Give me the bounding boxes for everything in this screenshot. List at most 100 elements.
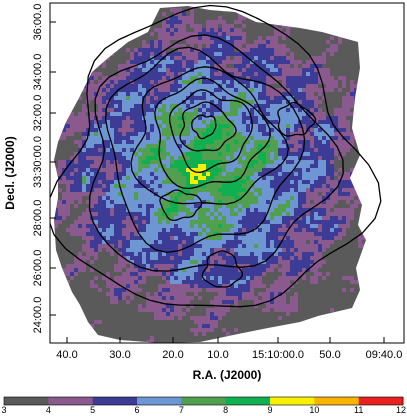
heatmap-cell	[170, 76, 174, 80]
heatmap-cell	[254, 56, 258, 60]
heatmap-cell	[338, 208, 342, 212]
heatmap-cell	[238, 200, 242, 204]
heatmap-cell	[286, 44, 290, 48]
heatmap-cell	[182, 64, 186, 68]
heatmap-cell	[258, 120, 262, 124]
heatmap-cell	[294, 200, 298, 204]
heatmap-cell	[86, 88, 90, 92]
heatmap-cell	[142, 100, 146, 104]
heatmap-cell	[142, 80, 146, 84]
heatmap-cell	[294, 120, 298, 124]
heatmap-cell	[270, 212, 274, 216]
heatmap-cell	[178, 28, 182, 32]
heatmap-cell	[210, 152, 214, 156]
heatmap-cell	[186, 184, 190, 188]
heatmap-cell	[246, 196, 250, 200]
heatmap-cell	[202, 216, 206, 220]
heatmap-cell	[118, 196, 122, 200]
heatmap-cell	[146, 236, 150, 240]
heatmap-cell	[122, 208, 126, 212]
heatmap-cell	[330, 220, 334, 224]
heatmap-cell	[286, 116, 290, 120]
heatmap-cell	[158, 216, 162, 220]
heatmap-cell	[150, 36, 154, 40]
heatmap-cell	[270, 72, 274, 76]
heatmap-cell	[346, 84, 350, 88]
heatmap-cell	[218, 140, 222, 144]
heatmap-cell	[154, 160, 158, 164]
heatmap-cell	[286, 248, 290, 252]
heatmap-cell	[270, 232, 274, 236]
heatmap-cell	[286, 216, 290, 220]
heatmap-cell	[142, 44, 146, 48]
heatmap-cell	[154, 212, 158, 216]
heatmap-cell	[106, 172, 110, 176]
heatmap-cell	[154, 60, 158, 64]
heatmap-cell	[110, 56, 114, 60]
heatmap-cell	[90, 228, 94, 232]
heatmap-cell	[266, 144, 270, 148]
heatmap-cell	[298, 212, 302, 216]
heatmap-cell	[162, 116, 166, 120]
heatmap-cell	[90, 196, 94, 200]
heatmap-cell	[206, 180, 210, 184]
heatmap-cell	[206, 240, 210, 244]
heatmap-cell	[278, 232, 282, 236]
heatmap-cell	[262, 228, 266, 232]
heatmap-cell	[122, 80, 126, 84]
heatmap-cell	[118, 128, 122, 132]
heatmap-cell	[294, 136, 298, 140]
heatmap-cell	[74, 104, 78, 108]
heatmap-cell	[186, 244, 190, 248]
heatmap-cell	[250, 152, 254, 156]
heatmap-cell	[198, 160, 202, 164]
heatmap-cell	[234, 184, 238, 188]
heatmap-cell	[174, 112, 178, 116]
heatmap-cell	[302, 204, 306, 208]
heatmap-cell	[106, 84, 110, 88]
heatmap-cell	[342, 72, 346, 76]
heatmap-cell	[350, 100, 354, 104]
heatmap-cell	[198, 60, 202, 64]
heatmap-cell	[186, 116, 190, 120]
heatmap-cell	[62, 216, 66, 220]
heatmap-cell	[266, 48, 270, 52]
heatmap-cell	[98, 244, 102, 248]
heatmap-cell	[130, 240, 134, 244]
heatmap-cell	[194, 148, 198, 152]
heatmap-cell	[146, 120, 150, 124]
heatmap-cell	[122, 48, 126, 52]
heatmap-cell	[294, 92, 298, 96]
heatmap-cell	[282, 36, 286, 40]
heatmap-cell	[222, 36, 226, 40]
heatmap-cell	[78, 224, 82, 228]
heatmap-cell	[202, 68, 206, 72]
heatmap-cell	[294, 32, 298, 36]
heatmap-cell	[162, 44, 166, 48]
heatmap-cell	[74, 112, 78, 116]
heatmap-cell	[318, 224, 322, 228]
heatmap-cell	[270, 100, 274, 104]
heatmap-cell	[322, 184, 326, 188]
heatmap-cell	[166, 24, 170, 28]
heatmap-cell	[206, 48, 210, 52]
heatmap-cell	[242, 40, 246, 44]
heatmap-cell	[122, 168, 126, 172]
heatmap-cell	[106, 180, 110, 184]
heatmap-cell	[66, 120, 70, 124]
heatmap-cell	[222, 52, 226, 56]
heatmap-cell	[278, 196, 282, 200]
heatmap-cell	[258, 28, 262, 32]
heatmap-cell	[122, 88, 126, 92]
heatmap-cell	[314, 40, 318, 44]
heatmap-cell	[234, 228, 238, 232]
heatmap-cell	[274, 224, 278, 228]
heatmap-cell	[282, 80, 286, 84]
heatmap-cell	[206, 144, 210, 148]
heatmap-cell	[346, 248, 350, 252]
heatmap-cell	[154, 76, 158, 80]
heatmap-cell	[318, 100, 322, 104]
heatmap-cell	[350, 152, 354, 156]
heatmap-cell	[174, 248, 178, 252]
heatmap-cell	[142, 240, 146, 244]
